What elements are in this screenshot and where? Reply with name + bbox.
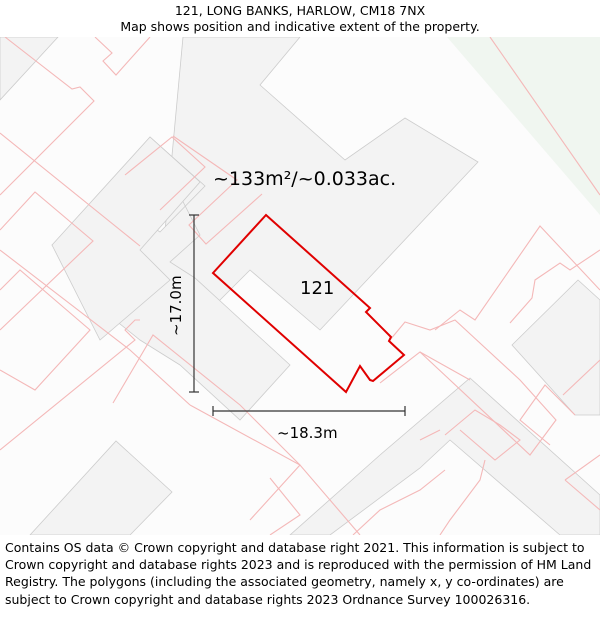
address-title: 121, LONG BANKS, HARLOW, CM18 7NX: [174, 3, 426, 18]
green-space: [447, 37, 600, 215]
height-label: ~17.0m: [167, 275, 185, 336]
map-subtitle: Map shows position and indicative extent…: [120, 19, 480, 34]
map-canvas[interactable]: ~133m²/~0.033ac. 121 ~17.0m ~18.3m: [0, 37, 600, 535]
property-number-label: 121: [300, 278, 334, 299]
height-measure-line: [189, 214, 199, 393]
copyright-notice: Contains OS data © Crown copyright and d…: [5, 540, 592, 607]
width-label: ~18.3m: [277, 424, 338, 442]
buildings-layer: [0, 37, 600, 535]
parcel-boundaries: [0, 37, 600, 535]
area-label: ~133m²/~0.033ac.: [213, 168, 396, 190]
width-measure-line: [212, 406, 406, 416]
property-boundary-121[interactable]: [211, 213, 406, 394]
